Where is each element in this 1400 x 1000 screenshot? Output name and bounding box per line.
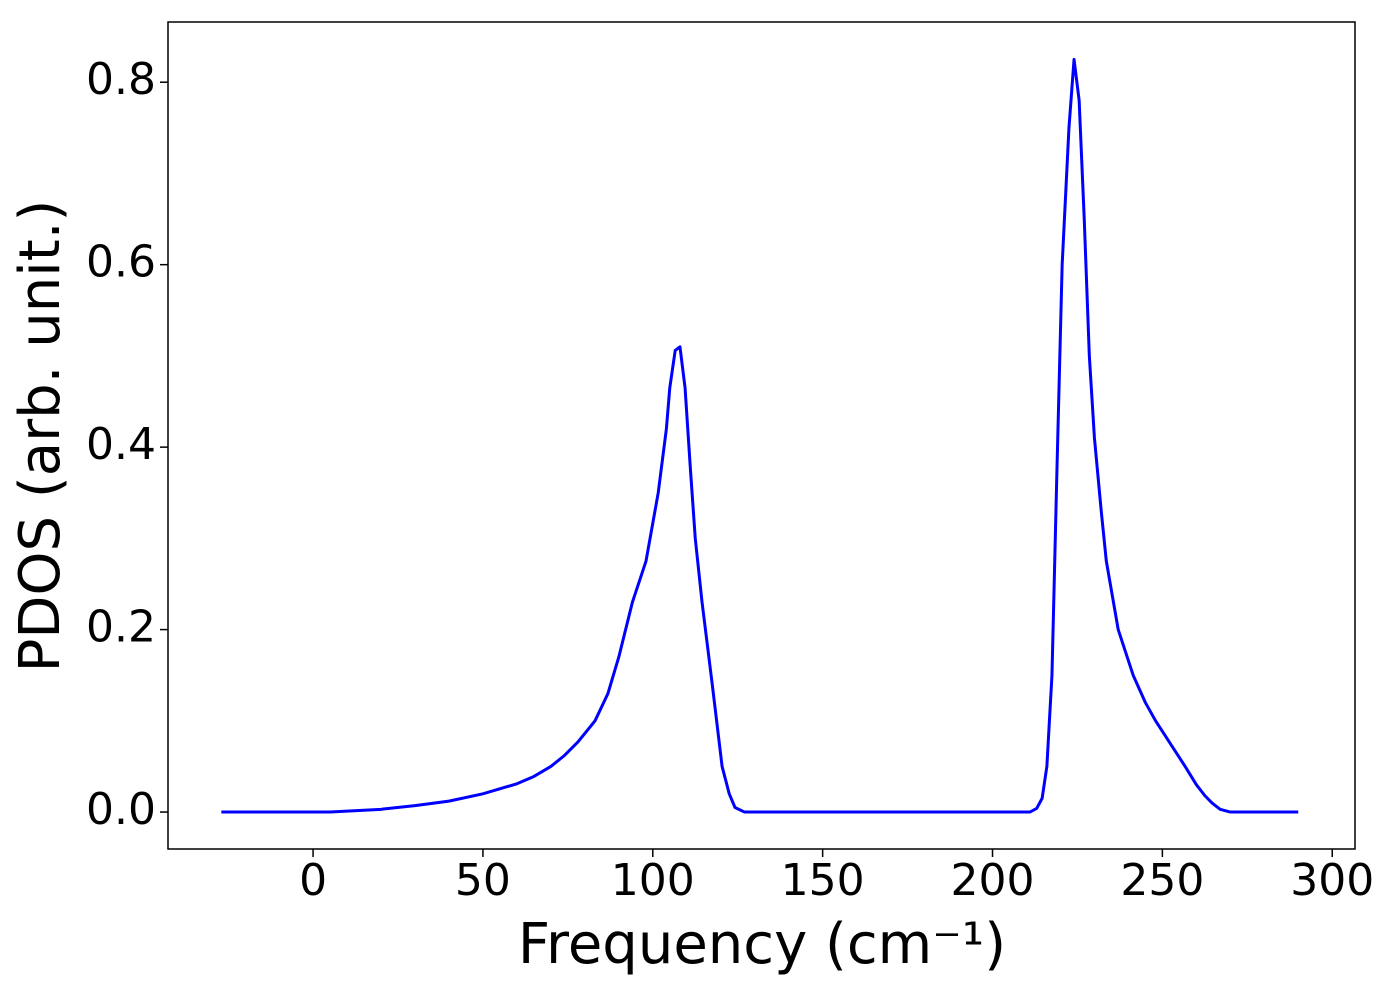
y-tick-label: 0.4	[86, 419, 156, 470]
x-tick-label: 200	[951, 855, 1035, 906]
y-axis-label: PDOS (arb. unit.)	[8, 200, 73, 673]
x-tick-label: 300	[1290, 855, 1374, 906]
x-tick-label: 0	[299, 855, 327, 906]
x-tick-label: 100	[611, 855, 695, 906]
y-tick-label: 0.8	[86, 54, 156, 105]
y-tick-label: 0.6	[86, 237, 156, 288]
x-tick-label: 50	[455, 855, 511, 906]
data-line	[221, 57, 1299, 814]
y-tick-label: 0.2	[86, 602, 156, 653]
x-axis-label: Frequency (cm⁻¹)	[518, 912, 1006, 977]
x-tick-label: 250	[1120, 855, 1204, 906]
y-tick-label: 0.0	[86, 784, 156, 835]
x-tick-label: 150	[781, 855, 865, 906]
plot-frame	[167, 21, 1356, 850]
